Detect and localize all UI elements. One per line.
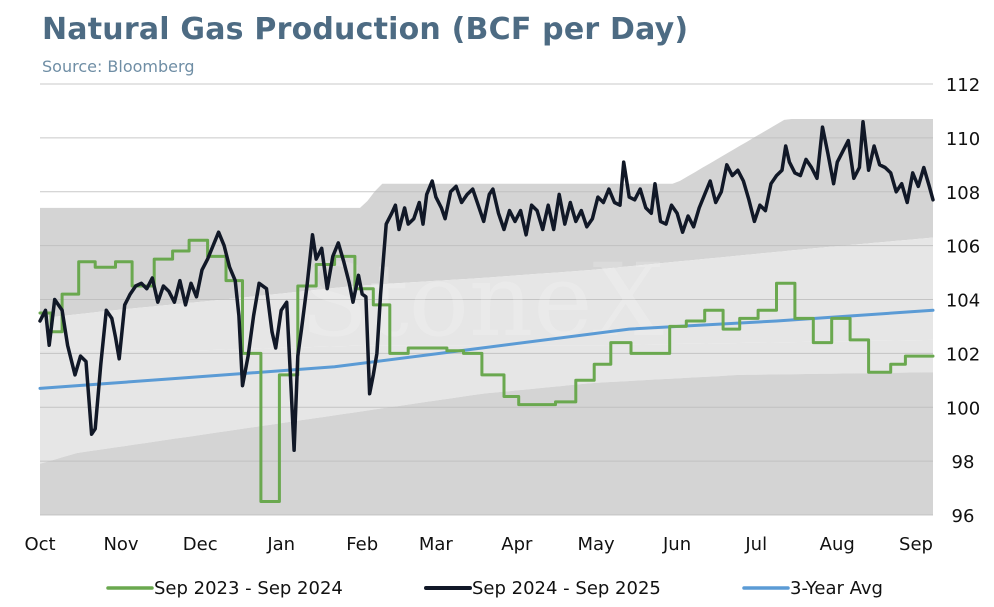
series-line-1 — [38, 238, 935, 503]
y-tick-label: 100 — [946, 398, 980, 419]
x-tick-label: Jun — [662, 534, 691, 555]
chart-title: Natural Gas Production (BCF per Day) — [42, 12, 689, 47]
x-tick-label: Aug — [820, 534, 855, 555]
legend-item: Sep 2023 - Sep 2024 — [106, 578, 343, 599]
legend: Sep 2023 - Sep 2024 Sep 2024 - Sep 2025 3-… — [106, 578, 883, 599]
legend-item: Sep 2024 - Sep 2025 — [424, 578, 661, 599]
series-line-3 — [38, 308, 935, 390]
x-tick-label: Dec — [183, 534, 218, 555]
y-tick-label: 104 — [946, 291, 980, 312]
y-axis-ticks: 96 98 100 102 104 106 108 110 112 — [946, 75, 980, 527]
x-tick-label: Sep — [899, 534, 933, 555]
y-tick-label: 106 — [946, 237, 980, 258]
legend-label: Sep 2023 - Sep 2024 — [154, 578, 343, 599]
watermark: StoneX — [300, 242, 664, 359]
x-tick-label: Nov — [103, 534, 138, 555]
series-line-2 — [38, 119, 935, 453]
y-tick-label: 96 — [952, 506, 975, 527]
y-tick-label: 102 — [946, 344, 980, 365]
legend-label: Sep 2024 - Sep 2025 — [472, 578, 661, 599]
y-tick-label: 108 — [946, 183, 980, 204]
y-tick-label: 98 — [952, 452, 975, 473]
legend-item: 3-Year Avg — [742, 578, 883, 599]
legend-label: 3-Year Avg — [790, 578, 883, 599]
y-tick-label: 112 — [946, 75, 980, 96]
x-tick-label: Feb — [346, 534, 378, 555]
series-layer — [38, 119, 935, 503]
gridlines — [40, 83, 933, 516]
x-tick-label: Jan — [266, 534, 295, 555]
x-axis-ticks: Oct Nov Dec Jan Feb Mar Apr May Jun Jul Aug Sep — [24, 534, 933, 555]
x-tick-label: May — [577, 534, 615, 555]
chart-subtitle: Source: Bloomberg — [42, 57, 195, 76]
lower-range-band — [40, 372, 933, 515]
x-tick-label: Apr — [501, 534, 533, 555]
x-tick-label: Oct — [24, 534, 55, 555]
inner-range-band — [40, 237, 933, 351]
x-tick-label: Jul — [744, 534, 767, 555]
upper-range-band — [40, 119, 933, 319]
y-tick-label: 110 — [946, 129, 980, 150]
x-tick-label: Mar — [419, 534, 454, 555]
historical-range-bands — [40, 119, 933, 515]
